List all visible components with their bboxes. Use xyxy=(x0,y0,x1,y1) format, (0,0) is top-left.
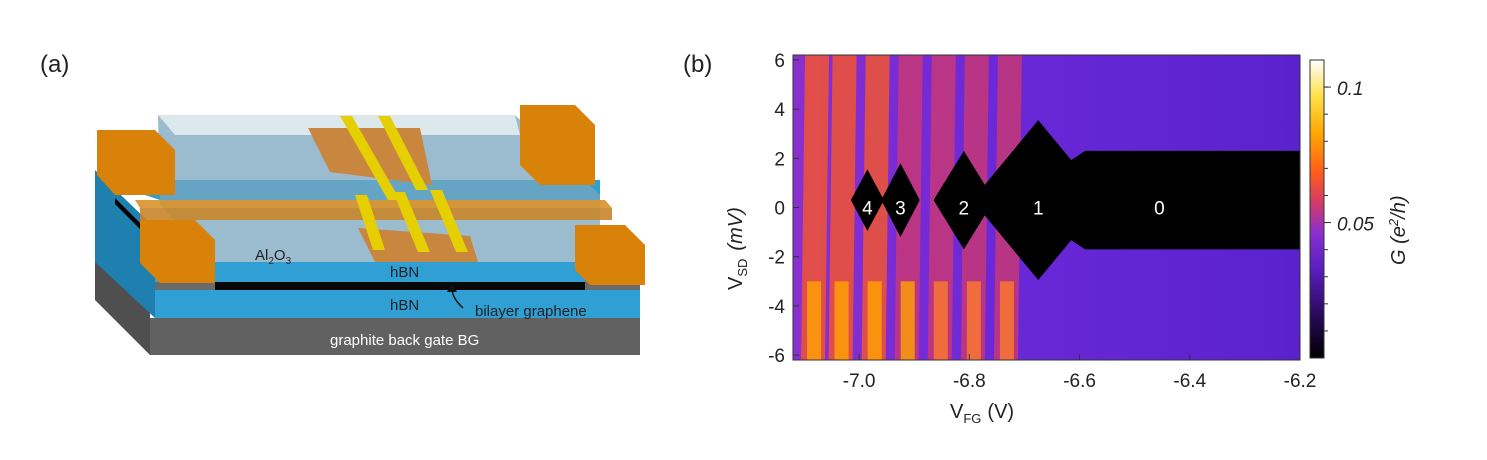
conductance-peak xyxy=(999,281,1014,360)
device-schematic: Al2O3 hBN hBN bilayer graphene graphite … xyxy=(95,105,645,355)
finger-gate-1 xyxy=(340,116,400,200)
conductance-peak xyxy=(867,281,882,360)
y-tick-label: 0 xyxy=(774,199,785,220)
finger-gate-3 xyxy=(355,195,385,250)
colorbar-tick-label: 0.05 xyxy=(1337,215,1374,236)
al2o3-top xyxy=(158,115,600,262)
colorbar-ticks: 0.1 0.05 xyxy=(1324,79,1374,332)
contact-front-left xyxy=(140,220,215,283)
y-tick-label: -2 xyxy=(768,248,785,269)
contact-front-right xyxy=(575,225,645,285)
finger-gate-4 xyxy=(393,192,430,252)
contact-back-right xyxy=(520,105,595,185)
diamond-label: 0 xyxy=(1154,199,1165,220)
finger-gate-2 xyxy=(378,116,428,190)
hbn-bottom-label: hBN xyxy=(390,297,419,314)
al2o3-label: Al2O3 xyxy=(255,247,292,267)
finger-gate-5 xyxy=(430,190,468,252)
y-tick-label: -4 xyxy=(768,297,785,318)
diamond-labels: 4 3 2 1 0 xyxy=(862,199,1165,220)
y-tick-label: 6 xyxy=(774,51,785,72)
contact-stripe-back xyxy=(135,200,612,208)
heatmap-plot xyxy=(793,55,1300,360)
x-tick-label: -6.8 xyxy=(953,371,986,392)
contact-back-left xyxy=(97,130,175,195)
conductance-peak xyxy=(933,281,948,360)
panel-a-label: (a) xyxy=(40,51,69,78)
back-gate-front xyxy=(150,318,640,355)
conductance-peak xyxy=(834,281,849,360)
bilayer-graphene xyxy=(215,282,585,290)
al2o3-edge xyxy=(158,115,520,135)
coulomb-diamond xyxy=(1010,150,1300,250)
contact-stripe-front xyxy=(140,208,612,220)
hbn-bottom-front xyxy=(155,290,640,318)
x-tick-label: -6.6 xyxy=(1063,371,1096,392)
y-axis-title: VSD(mV) xyxy=(725,207,750,290)
y-tick-label: -6 xyxy=(768,346,785,367)
hbn-top-label: hBN xyxy=(390,264,419,281)
conductance-peak xyxy=(966,281,981,360)
diamond-label: 4 xyxy=(862,199,873,220)
coulomb-diamond xyxy=(933,150,995,250)
conductance-peak xyxy=(807,281,822,360)
diamond-label: 2 xyxy=(959,199,970,220)
colorbar xyxy=(1309,59,1325,359)
x-tick-label: -7.0 xyxy=(843,371,876,392)
graphene-edge xyxy=(115,198,145,234)
diamond-label: 3 xyxy=(895,199,906,220)
coulomb-diamonds xyxy=(850,120,1300,281)
colorbar-tick-label: 0.1 xyxy=(1337,79,1363,100)
y-axis: 6 4 2 0 -2 -4 -6 xyxy=(768,51,799,367)
coulomb-diamond xyxy=(850,169,884,231)
panel-b-label: (b) xyxy=(683,51,712,78)
y-tick-label: 4 xyxy=(774,100,785,121)
back-gate-label: graphite back gate BG xyxy=(330,332,479,349)
y-tick-label: 2 xyxy=(774,149,785,170)
x-tick-label: -6.2 xyxy=(1284,371,1317,392)
x-tick-label: -6.4 xyxy=(1173,371,1206,392)
coulomb-diamond xyxy=(881,163,920,238)
x-axis-title: VFG (V) xyxy=(950,401,1014,426)
hbn-bottom-side xyxy=(95,170,155,318)
x-axis: -7.0 -6.8 -6.6 -6.4 -6.2 xyxy=(843,354,1317,392)
diamond-label: 1 xyxy=(1033,199,1044,220)
graphene-arrow-head xyxy=(447,284,457,292)
hbn-top-front xyxy=(155,262,585,282)
colorbar-title: G (e2/h) xyxy=(1386,196,1410,265)
graphene-label: bilayer graphene xyxy=(475,303,587,320)
conductance-peak xyxy=(900,281,915,360)
